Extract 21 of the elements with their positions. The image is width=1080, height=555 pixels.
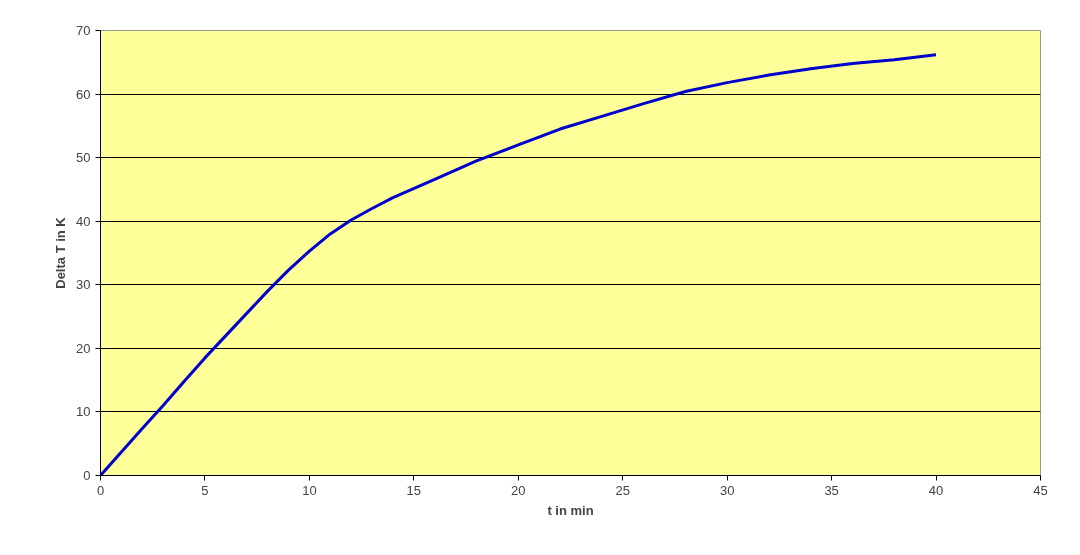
x-tick-label: 10 bbox=[302, 482, 317, 498]
x-tick-label: 40 bbox=[928, 482, 944, 498]
x-tick-label: 30 bbox=[719, 482, 735, 498]
x-tick-label: 5 bbox=[201, 482, 209, 498]
y-tick-label: 10 bbox=[76, 404, 91, 420]
y-tick-label: 30 bbox=[76, 277, 91, 293]
y-tick-label: 40 bbox=[76, 213, 91, 229]
y-axis-title: Delta T in K bbox=[53, 216, 69, 289]
y-tick-label: 50 bbox=[76, 150, 91, 166]
x-tick-label: 25 bbox=[615, 482, 630, 498]
line-series bbox=[100, 53, 938, 476]
y-tick-label: 70 bbox=[76, 23, 91, 38]
x-tick-label: 20 bbox=[511, 482, 526, 498]
y-tick-label: 0 bbox=[83, 468, 91, 483]
x-tick-label: 0 bbox=[96, 482, 105, 498]
x-tick-label: 35 bbox=[824, 482, 839, 498]
x-tick-label: 45 bbox=[1033, 482, 1048, 498]
y-tick-label: 60 bbox=[76, 86, 91, 102]
x-axis-title: t in min bbox=[547, 502, 594, 518]
y-tick-label: 20 bbox=[76, 340, 91, 356]
x-tick-label: 15 bbox=[406, 482, 422, 498]
